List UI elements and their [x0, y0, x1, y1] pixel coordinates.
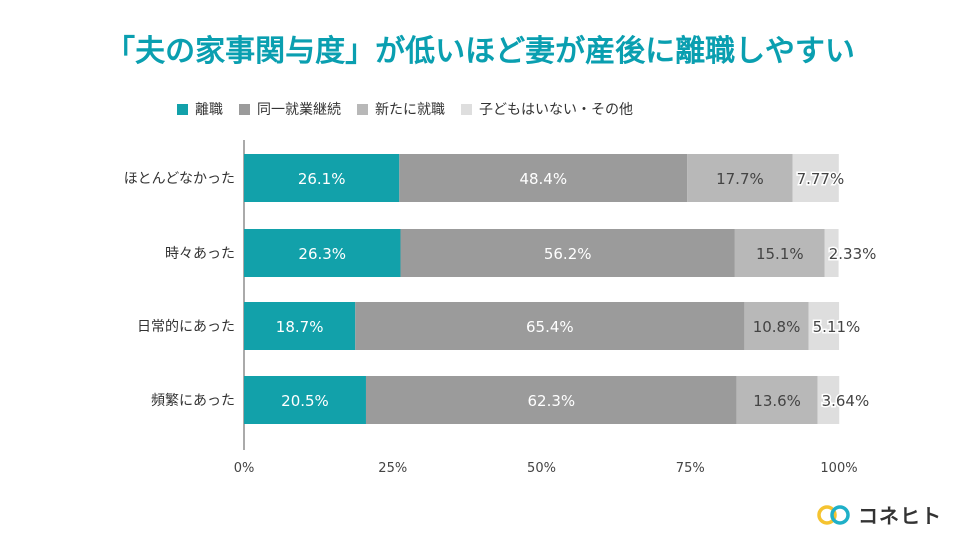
x-tick-label: 75% [676, 461, 705, 476]
bar-segment [734, 229, 825, 277]
legend-swatch [177, 103, 188, 115]
data-label: 20.5% [281, 392, 329, 410]
brand-logo: コネヒト [816, 500, 942, 529]
x-tick-label: 25% [378, 461, 407, 476]
chart-title: 「夫の家事関与度」が低いほど妻が産後に離職しやすい [105, 34, 855, 69]
bar-segment [244, 302, 356, 350]
category-label: 時々あった [165, 246, 235, 262]
legend-item-other: 子どもはいない・その他 [461, 99, 633, 119]
legend-item-shushoku: 新たに就職 [357, 99, 445, 119]
data-label: 26.1% [298, 170, 346, 188]
data-label: 15.1% [756, 245, 804, 263]
data-label: 2.33% [829, 245, 877, 263]
legend-swatch [357, 103, 368, 115]
bar-segment [355, 302, 745, 350]
bar-segment [736, 376, 818, 424]
legend: 離職 同一就業継続 新たに就職 子どもはいない・その他 [177, 98, 649, 120]
category-label: 頻繁にあった [151, 393, 235, 409]
data-label: 3.64% [822, 392, 870, 410]
data-label: 10.8% [753, 318, 801, 336]
legend-item-keizoku: 同一就業継続 [239, 99, 341, 119]
data-label: 17.7% [716, 170, 764, 188]
legend-label: 同一就業継続 [257, 102, 341, 118]
bar-segment [687, 154, 793, 202]
bar-segment [399, 154, 688, 202]
bar-segment [365, 376, 737, 424]
data-label: 65.4% [526, 318, 574, 336]
legend-label: 離職 [195, 102, 223, 118]
data-label: 62.3% [527, 392, 575, 410]
data-label: 48.4% [519, 170, 567, 188]
x-tick-label: 50% [527, 461, 556, 476]
legend-item-rishoku: 離職 [177, 99, 223, 119]
data-label: 13.6% [753, 392, 801, 410]
bar-segment [824, 229, 839, 277]
category-label: 日常的にあった [137, 319, 235, 335]
brand-logo-icon [817, 504, 850, 525]
bar-segment [244, 154, 400, 202]
data-label: 18.7% [276, 318, 324, 336]
bar-segment [808, 302, 840, 350]
data-label: 26.3% [298, 245, 346, 263]
bar-segment [244, 229, 401, 277]
bar-segment [400, 229, 735, 277]
data-label: 7.77% [797, 170, 845, 188]
bar-segment [792, 154, 839, 202]
bar-segment [244, 376, 366, 424]
legend-label: 子どもはいない・その他 [479, 102, 633, 118]
legend-label: 新たに就職 [375, 102, 445, 118]
x-tick-label: 0% [234, 461, 255, 476]
legend-swatch [461, 103, 472, 115]
bar-segment [817, 376, 840, 424]
x-tick-label: 100% [820, 461, 857, 476]
category-label: ほとんどなかった [124, 171, 235, 187]
legend-swatch [239, 103, 250, 115]
bar-segment [744, 302, 809, 350]
data-label: 56.2% [544, 245, 592, 263]
brand-name: コネヒト [858, 504, 942, 528]
data-label: 5.11% [813, 318, 861, 336]
